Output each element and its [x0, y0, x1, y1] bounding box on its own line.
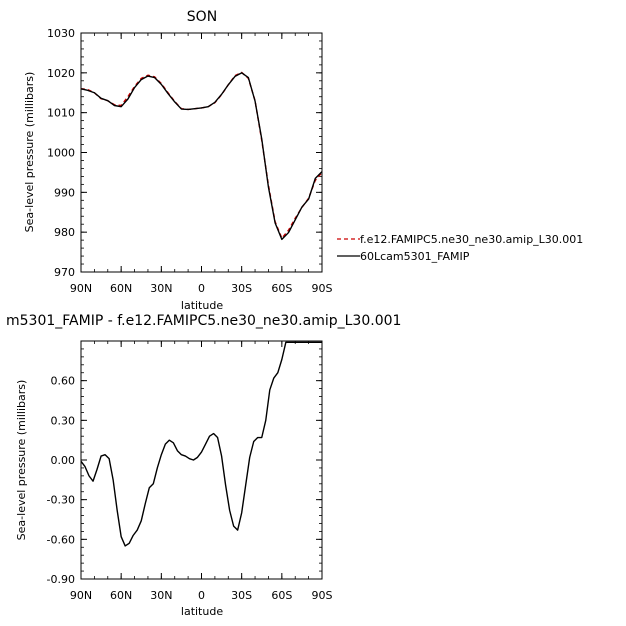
- legend-label-series-2: 60Lcam5301_FAMIP: [360, 250, 470, 263]
- top-series-lines: [80, 71, 323, 241]
- x-tick-label: 90S: [312, 282, 333, 295]
- top-panel: SON 970 980 990 1000 1010 1020 1030 90N 60N 30N 0…: [23, 9, 583, 312]
- series-line-1: [80, 71, 323, 239]
- x-tick-label: 90N: [70, 589, 92, 602]
- x-tick-label: 30S: [231, 282, 252, 295]
- top-y-axis-label: Sea-level pressure (millibars): [23, 72, 36, 233]
- x-tick-label: 60S: [271, 589, 292, 602]
- top-y-ticks: 970 980 990 1000 1010 1020 1030: [47, 27, 322, 279]
- y-tick-label: 1000: [47, 147, 75, 160]
- bottom-x-axis-label: latitude: [181, 605, 223, 618]
- y-tick-label: 970: [54, 266, 75, 279]
- x-tick-label: 60N: [110, 589, 132, 602]
- x-tick-label: 30S: [231, 589, 252, 602]
- x-tick-label: 90S: [312, 589, 333, 602]
- x-tick-label: 30N: [150, 589, 172, 602]
- y-tick-label: 1010: [47, 107, 75, 120]
- y-tick-label: 980: [54, 226, 75, 239]
- bottom-y-axis-label: Sea-level pressure (millibars): [15, 380, 28, 541]
- y-tick-label: 0.60: [51, 375, 76, 388]
- y-tick-label: 1030: [47, 27, 75, 40]
- y-tick-label: -0.30: [47, 494, 75, 507]
- top-x-ticks: 90N 60N 30N 0 30S 60S 90S: [70, 33, 333, 295]
- y-tick-label: 990: [54, 186, 75, 199]
- top-x-axis-label: latitude: [181, 299, 223, 312]
- x-tick-label: 0: [198, 589, 205, 602]
- bottom-series-lines: [80, 341, 322, 547]
- y-tick-label: 1020: [47, 67, 75, 80]
- bottom-plot-frame: [80, 340, 323, 580]
- legend: f.e12.FAMIPC5.ne30_ne30.amip_L30.001 60L…: [337, 233, 583, 263]
- y-tick-label: 0.30: [51, 414, 76, 427]
- legend-label-series-1: f.e12.FAMIPC5.ne30_ne30.amip_L30.001: [360, 233, 583, 246]
- x-tick-label: 60N: [110, 282, 132, 295]
- x-tick-label: 0: [198, 282, 205, 295]
- y-tick-label: 0.00: [51, 454, 76, 467]
- series-line-2: [80, 72, 323, 241]
- x-tick-label: 90N: [70, 282, 92, 295]
- series-line-1: [80, 341, 322, 547]
- bottom-x-ticks: 90N 60N 30N 0 30S 60S 90S: [70, 341, 333, 602]
- bottom-chart-title: m5301_FAMIP - f.e12.FAMIPC5.ne30_ne30.am…: [6, 313, 401, 329]
- x-tick-label: 60S: [271, 282, 292, 295]
- bottom-panel: m5301_FAMIP - f.e12.FAMIPC5.ne30_ne30.am…: [6, 313, 401, 618]
- y-tick-label: -0.60: [47, 533, 75, 546]
- y-tick-label: -0.90: [47, 573, 75, 586]
- bottom-y-ticks: -0.90 -0.60 -0.30 0.00 0.30 0.60: [47, 340, 322, 586]
- x-tick-label: 30N: [150, 282, 172, 295]
- top-chart-title: SON: [187, 9, 217, 25]
